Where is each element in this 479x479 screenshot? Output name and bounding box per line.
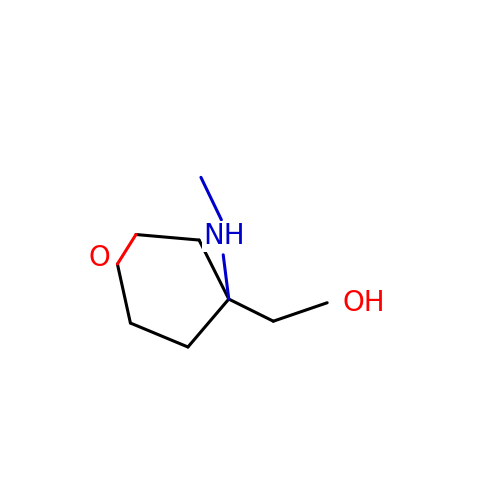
Text: NH: NH — [204, 222, 245, 251]
Text: OH: OH — [342, 289, 385, 317]
Text: O: O — [88, 244, 110, 273]
